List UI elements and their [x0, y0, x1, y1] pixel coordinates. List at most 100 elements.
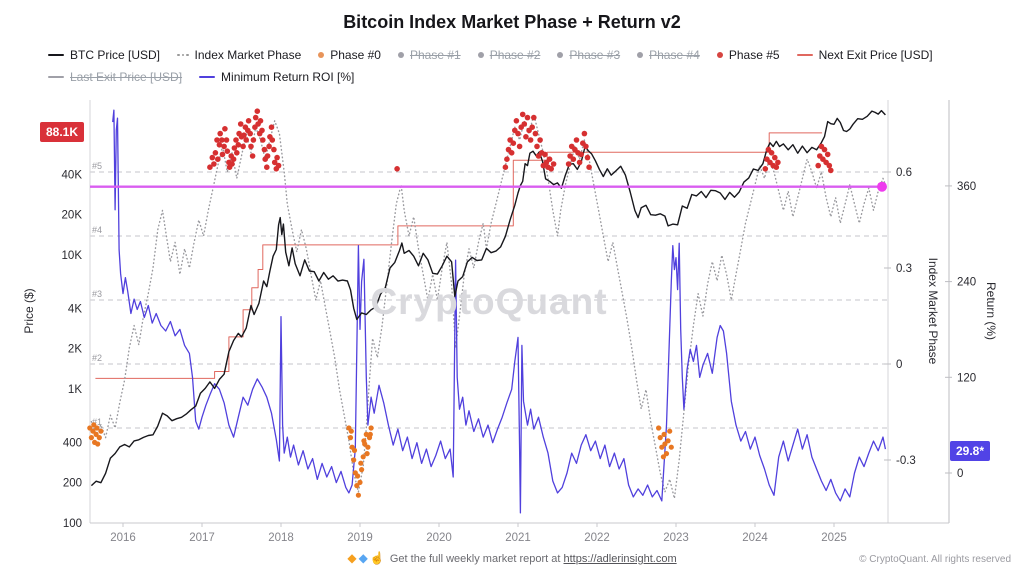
phase-5-dot — [274, 154, 280, 161]
phase-5-dot — [211, 161, 217, 167]
phase-5-dot — [254, 108, 261, 114]
roi-badge: 29.8* — [950, 441, 991, 462]
phase-0-dot — [348, 428, 354, 434]
phase-5-dot — [219, 137, 225, 143]
phase-5-dot — [214, 137, 220, 143]
phase-threshold-label: #2 — [92, 353, 102, 363]
legend-item-phase-2[interactable]: Phase #2 — [477, 48, 541, 62]
phase-0-dot — [98, 428, 104, 434]
phase-0-dot — [659, 444, 665, 450]
phase-5-dot — [521, 121, 528, 127]
phase-5-dot — [245, 118, 252, 124]
legend-swatch-icon — [318, 52, 325, 58]
price-axis-title: Price ($) — [22, 288, 36, 333]
phase-tick-label: 0 — [896, 359, 902, 371]
return-tick-label: 360 — [957, 181, 976, 193]
phase-5-dot — [209, 154, 216, 161]
phase-0-dot — [94, 425, 100, 431]
legend-item-btc-price-usd-[interactable]: BTC Price [USD] — [48, 48, 160, 62]
legend-item-last-exit-price-usd-[interactable]: Last Exit Price [USD] — [48, 70, 182, 84]
legend-swatch-icon — [716, 52, 723, 58]
phase-0-dot — [363, 431, 369, 437]
phase-5-dot — [222, 126, 228, 132]
phase-5-dot — [248, 143, 254, 150]
year-tick-label: 2018 — [268, 532, 294, 544]
phase-0-dot — [368, 425, 374, 431]
phase-5-dot — [235, 142, 242, 148]
phase-axis-title: Index Market Phase — [926, 258, 940, 365]
legend-item-phase-0[interactable]: Phase #0 — [318, 48, 381, 62]
phase-5-dot — [516, 143, 523, 150]
legend-swatch-icon — [477, 52, 484, 58]
phase-5-dot — [573, 137, 580, 143]
phase-0-dot — [355, 473, 361, 479]
legend-item-label: Phase #2 — [489, 48, 541, 62]
legend-item-label: Phase #3 — [569, 48, 621, 62]
phase-0-dot — [87, 425, 93, 431]
phase-tick-label: 0.3 — [896, 263, 912, 275]
price-tick-label: 100 — [63, 518, 82, 530]
legend-item-next-exit-price-usd-[interactable]: Next Exit Price [USD] — [796, 48, 933, 62]
legend-item-label: Phase #5 — [728, 48, 780, 62]
phase-0-dot — [347, 435, 354, 441]
phase-5-dot — [824, 151, 831, 158]
phase-threshold-label: #4 — [92, 225, 102, 235]
phase-0-dot — [667, 428, 673, 434]
phase-5-dot — [221, 143, 227, 150]
phase-5-dot — [237, 121, 244, 127]
legend-item-label: Last Exit Price [USD] — [70, 70, 183, 84]
phase-5-dot — [581, 130, 588, 137]
report-link[interactable]: https://adlerinsight.com — [563, 553, 677, 565]
year-tick-label: 2025 — [821, 532, 847, 544]
phase-5-dot — [513, 118, 520, 124]
phase-5-dot — [534, 143, 540, 150]
phase-tick-label: -0.3 — [896, 455, 916, 467]
phase-5-dot — [584, 154, 591, 161]
phase-0-dot — [88, 435, 94, 441]
legend-swatch-icon — [796, 54, 813, 56]
phase-5-dot — [224, 148, 231, 154]
phase-5-dot — [219, 151, 226, 158]
legend-item-label: Phase #1 — [409, 48, 461, 62]
phase-0-dot — [367, 431, 373, 437]
price-tick-label: 200 — [63, 478, 82, 490]
phase-5-dot — [215, 156, 221, 162]
phase-5-dot — [548, 166, 554, 172]
phase-0-dot — [656, 425, 662, 431]
legend-item-label: Minimum Return ROI [%] — [221, 70, 355, 84]
phase-0-dot — [662, 441, 668, 447]
phase-5-dot — [546, 156, 553, 162]
phase-5-dot — [394, 166, 400, 172]
legend-item-index-market-phase[interactable]: Index Market Phase — [177, 48, 301, 62]
last-price-badge: 88.1K — [40, 122, 85, 143]
phase-5-dot — [269, 137, 276, 143]
legend-item-phase-1[interactable]: Phase #1 — [397, 48, 461, 62]
legend-item-minimum-return-roi-[interactable]: Minimum Return ROI [%] — [199, 70, 354, 84]
phase-0-dot — [91, 422, 97, 428]
phase-0-dot — [359, 467, 365, 473]
phase-5-dot — [762, 166, 769, 172]
legend-item-phase-5[interactable]: Phase #5 — [716, 48, 780, 62]
phase-5-dot — [264, 164, 270, 170]
footer-text: Get the full weekly market report at — [389, 553, 561, 565]
phase-5-dot — [768, 150, 775, 156]
gem-icon: ◆ — [358, 551, 368, 565]
phase-0-dot — [357, 479, 363, 485]
legend-item-phase-4[interactable]: Phase #4 — [637, 48, 700, 62]
phase-5-dot — [240, 143, 246, 150]
phase-0-dot — [360, 454, 366, 460]
legend-swatch-icon — [397, 52, 404, 58]
phase-5-dot — [826, 162, 833, 169]
legend-item-phase-3[interactable]: Phase #3 — [557, 48, 620, 62]
phase-5-dot — [260, 137, 266, 143]
next-exit-price-usd--line — [95, 132, 823, 379]
phase-tick-label: 0.6 — [896, 167, 912, 179]
phase-5-dot — [510, 140, 517, 146]
phase-5-dot — [271, 159, 278, 166]
phase-5-dot — [537, 137, 543, 143]
phase-0-dot — [668, 444, 674, 450]
phase-5-dot — [583, 143, 589, 150]
phase-threshold-label: #1 — [92, 417, 102, 427]
phase-5-dot — [515, 130, 521, 137]
